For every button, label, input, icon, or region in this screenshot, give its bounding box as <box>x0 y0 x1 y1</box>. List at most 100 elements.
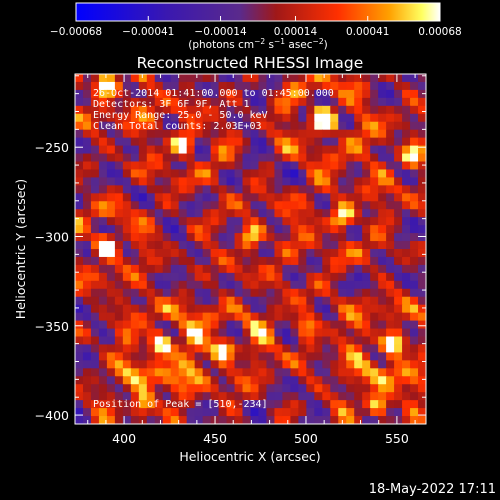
heatmap-cell <box>258 304 268 314</box>
heatmap-cell <box>386 400 395 409</box>
heatmap-cell <box>362 264 371 274</box>
heatmap-cell <box>378 288 387 298</box>
heatmap-cell <box>402 320 411 330</box>
heatmap-cell <box>90 416 100 424</box>
heatmap-cell <box>170 217 180 226</box>
heatmap-cell <box>322 400 331 409</box>
heatmap-cell <box>75 384 84 393</box>
heatmap-cell <box>178 185 188 194</box>
heatmap-cell <box>306 288 315 298</box>
heatmap-cell <box>234 74 244 83</box>
heatmap-cell <box>210 288 220 298</box>
heatmap-cell <box>114 408 124 417</box>
heatmap-cell <box>170 296 180 306</box>
heatmap-cell <box>138 256 148 266</box>
heatmap-cell <box>338 304 347 314</box>
heatmap-cell <box>186 137 196 147</box>
heatmap-cell <box>354 328 363 338</box>
heatmap-cell <box>306 272 315 282</box>
heatmap-cell <box>354 320 363 330</box>
heatmap-cell <box>210 376 220 385</box>
heatmap-cell <box>130 312 140 322</box>
heatmap-cell <box>266 209 276 218</box>
heatmap-cell <box>410 137 419 147</box>
heatmap-cell <box>394 400 403 409</box>
heatmap-cell <box>210 225 220 234</box>
heatmap-cell <box>338 145 347 155</box>
heatmap-cell <box>178 384 188 393</box>
heatmap-cell <box>226 384 236 393</box>
heatmap-cell <box>210 209 220 218</box>
heatmap-cell <box>370 225 379 234</box>
heatmap-cell <box>242 161 252 171</box>
heatmap-cell <box>90 113 100 123</box>
heatmap-cell <box>418 137 426 147</box>
heatmap-cell <box>75 264 84 274</box>
heatmap-cell <box>418 105 426 115</box>
heatmap-cell <box>370 209 379 218</box>
heatmap-cell <box>218 169 228 178</box>
heatmap-cell <box>370 113 379 123</box>
heatmap-cell <box>282 241 291 250</box>
heatmap-cell <box>266 105 276 115</box>
heatmap-cell <box>146 74 156 83</box>
heatmap-cell <box>402 225 411 234</box>
heatmap-cell <box>98 169 108 178</box>
heatmap-cell <box>258 368 268 377</box>
heatmap-cell <box>234 153 244 163</box>
heatmap-cell <box>106 217 116 226</box>
x-tick-label: 400 <box>112 431 136 446</box>
heatmap-cell <box>138 81 148 91</box>
heatmap-cell <box>114 121 124 131</box>
heatmap-cell <box>322 312 331 322</box>
heatmap-cell <box>274 360 284 369</box>
heatmap-cell <box>306 312 315 322</box>
heatmap-cell <box>178 328 188 338</box>
heatmap-cell <box>226 217 236 226</box>
heatmap-cell <box>378 113 387 123</box>
heatmap-cell <box>234 177 244 186</box>
heatmap-cell <box>178 169 188 178</box>
heatmap-cell <box>122 416 132 424</box>
heatmap-cell <box>274 153 284 163</box>
heatmap-cell <box>290 121 299 131</box>
heatmap-cell <box>194 233 204 242</box>
heatmap-cell <box>218 288 228 298</box>
heatmap-cell <box>194 121 204 131</box>
heatmap-cell <box>162 400 172 409</box>
heatmap-cell <box>218 376 228 385</box>
heatmap-cell <box>378 217 387 226</box>
heatmap-cell <box>106 400 116 409</box>
heatmap-cell <box>354 304 363 314</box>
heatmap-cell <box>178 249 188 258</box>
heatmap-cell <box>362 137 371 147</box>
heatmap-cell <box>130 336 140 346</box>
heatmap-cell <box>154 201 164 210</box>
heatmap-cell <box>130 264 140 274</box>
heatmap-cell <box>410 368 419 377</box>
heatmap-cell <box>290 113 299 123</box>
heatmap-cell <box>394 249 403 258</box>
info-line-time: 26-Oct-2014 01:41:00.000 to 01:45:00.000 <box>93 88 334 99</box>
heatmap-cell <box>75 177 84 186</box>
heatmap-cell <box>242 105 252 115</box>
heatmap-cell <box>75 225 84 234</box>
heatmap-cell <box>322 384 331 393</box>
heatmap-cell <box>274 328 284 338</box>
heatmap-cell <box>402 360 411 369</box>
heatmap-cell <box>170 97 180 107</box>
heatmap-cell <box>418 209 426 218</box>
heatmap-cell <box>242 368 252 377</box>
heatmap-cell <box>354 400 363 409</box>
heatmap-cell <box>162 121 172 131</box>
heatmap-cell <box>386 153 395 163</box>
heatmap-cell <box>178 209 188 218</box>
heatmap-cell <box>418 113 426 123</box>
heatmap-cell <box>138 217 148 226</box>
heatmap-cell <box>378 74 387 83</box>
heatmap-cell <box>378 392 387 401</box>
heatmap-cell <box>130 296 140 306</box>
heatmap-cell <box>378 249 387 258</box>
heatmap-cell <box>250 320 260 330</box>
heatmap-cell <box>370 392 379 401</box>
